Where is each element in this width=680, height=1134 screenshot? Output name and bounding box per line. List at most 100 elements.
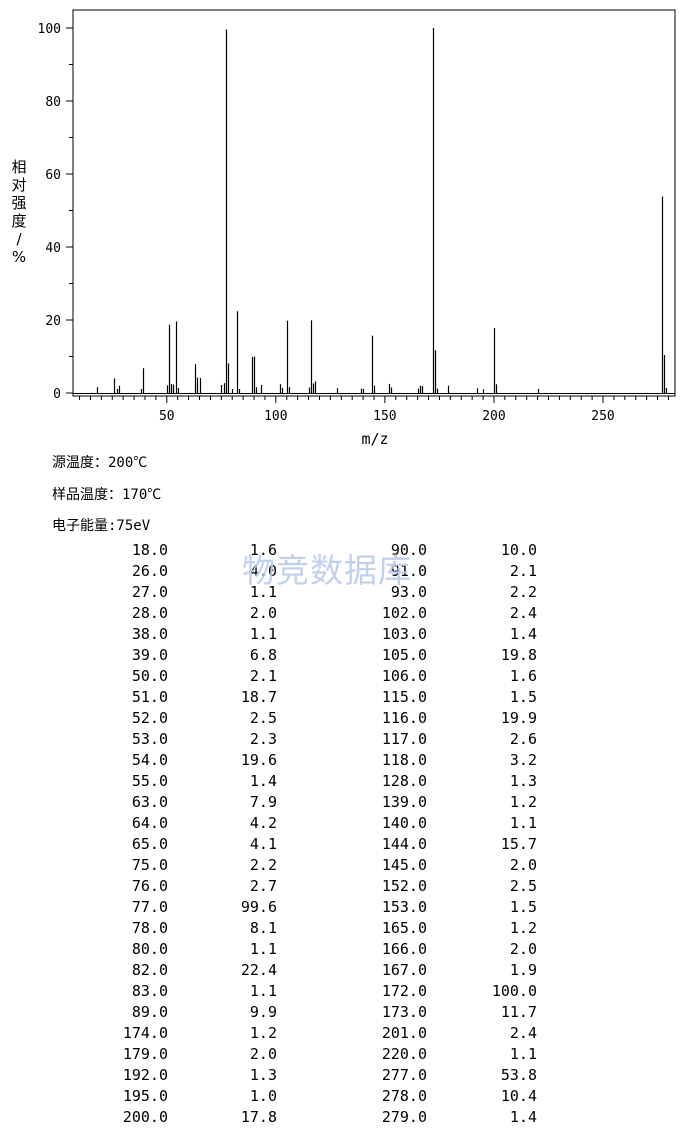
mz-cell: 220.0 [381, 1045, 427, 1063]
table-row: 65.0 4.1 144.0 15.7 [0, 835, 680, 856]
mz-cell: 64.0 [131, 814, 168, 832]
intensity-cell: 2.2 [249, 856, 277, 874]
intensity-cell: 1.1 [509, 1045, 537, 1063]
mz-cell: 165.0 [381, 919, 427, 937]
intensity-cell: 100.0 [491, 982, 537, 1000]
mz-cell: 78.0 [131, 919, 168, 937]
intensity-cell: 1.2 [509, 793, 537, 811]
table-row: 50.0 2.1 106.0 1.6 [0, 667, 680, 688]
mz-cell: 139.0 [381, 793, 427, 811]
tick-labels: 50 100 150 200 250 0 20 40 60 80 100 [38, 22, 615, 424]
intensity-cell: 2.2 [509, 583, 537, 601]
intensity-cell: 1.2 [249, 1024, 277, 1042]
mz-cell: 75.0 [131, 856, 168, 874]
mz-cell: 179.0 [122, 1045, 168, 1063]
mz-cell: 173.0 [381, 1003, 427, 1021]
peak-bars [73, 28, 675, 394]
mz-cell: 195.0 [122, 1087, 168, 1105]
table-row: 89.0 9.9 173.0 11.7 [0, 1003, 680, 1024]
mz-cell: 140.0 [381, 814, 427, 832]
mz-cell: 80.0 [131, 940, 168, 958]
table-row: 63.0 7.9 139.0 1.2 [0, 793, 680, 814]
table-row: 52.0 2.5 116.0 19.9 [0, 709, 680, 730]
x-tick-label: 50 [159, 409, 175, 424]
watermark: 物竞数据库 [242, 551, 412, 590]
mz-cell: 201.0 [381, 1024, 427, 1042]
intensity-cell: 1.1 [249, 583, 277, 601]
intensity-cell: 4.1 [249, 835, 277, 853]
table-row: 82.0 22.4 167.0 1.9 [0, 961, 680, 982]
table-row: 77.0 99.6 153.0 1.5 [0, 898, 680, 919]
mz-cell: 82.0 [131, 961, 168, 979]
sample-temperature: 样品温度：170℃ [52, 487, 162, 503]
y-axis-label-char: % [11, 248, 27, 266]
mz-cell: 93.0 [390, 583, 427, 601]
mz-cell: 65.0 [131, 835, 168, 853]
mz-cell: 77.0 [131, 898, 168, 916]
intensity-cell: 1.3 [509, 772, 537, 790]
intensity-cell: 2.1 [509, 562, 537, 580]
y-tick-label: 40 [45, 241, 61, 256]
table-row: 200.0 17.8 279.0 1.4 [0, 1108, 680, 1129]
y-tick-label: 0 [53, 387, 61, 402]
intensity-cell: 18.7 [240, 688, 277, 706]
table-row: 55.0 1.4 128.0 1.3 [0, 772, 680, 793]
mz-cell: 200.0 [122, 1108, 168, 1126]
mz-cell: 278.0 [381, 1087, 427, 1105]
intensity-cell: 53.8 [500, 1066, 537, 1084]
intensity-cell: 4.2 [249, 814, 277, 832]
y-tick-label: 20 [45, 314, 61, 329]
mz-cell: 145.0 [381, 856, 427, 874]
mz-cell: 116.0 [381, 709, 427, 727]
mz-cell: 103.0 [381, 625, 427, 643]
intensity-cell: 17.8 [240, 1108, 277, 1126]
intensity-cell: 1.1 [509, 814, 537, 832]
table-row: 18.0 1.6 90.0 10.0 [0, 541, 680, 562]
intensity-cell: 2.4 [509, 1024, 537, 1042]
mz-cell: 76.0 [131, 877, 168, 895]
intensity-cell: 1.4 [509, 1108, 537, 1126]
intensity-cell: 2.6 [509, 730, 537, 748]
source-temperature: 源温度：200℃ [52, 455, 148, 471]
mz-cell: 50.0 [131, 667, 168, 685]
intensity-cell: 19.6 [240, 751, 277, 769]
intensity-cell: 2.0 [509, 856, 537, 874]
intensity-cell: 7.9 [249, 793, 277, 811]
intensity-cell: 1.1 [249, 940, 277, 958]
intensity-cell: 19.8 [500, 646, 537, 664]
intensity-cell: 1.2 [509, 919, 537, 937]
table-row: 75.0 2.2 145.0 2.0 [0, 856, 680, 877]
table-row: 179.0 2.0 220.0 1.1 [0, 1045, 680, 1066]
intensity-cell: 2.0 [249, 604, 277, 622]
mz-cell: 28.0 [131, 604, 168, 622]
intensity-cell: 99.6 [240, 898, 277, 916]
mz-cell: 90.0 [390, 541, 427, 559]
mz-cell: 54.0 [131, 751, 168, 769]
intensity-cell: 10.4 [500, 1087, 537, 1105]
intensity-cell: 1.4 [249, 772, 277, 790]
mz-cell: 153.0 [381, 898, 427, 916]
intensity-cell: 1.3 [249, 1066, 277, 1084]
table-row: 27.0 1.1 93.0 2.2 [0, 583, 680, 604]
mz-cell: 192.0 [122, 1066, 168, 1084]
intensity-cell: 2.7 [249, 877, 277, 895]
intensity-cell: 22.4 [240, 961, 277, 979]
intensity-cell: 1.5 [509, 688, 537, 706]
mz-cell: 128.0 [381, 772, 427, 790]
intensity-cell: 15.7 [500, 835, 537, 853]
intensity-cell: 1.9 [509, 961, 537, 979]
mz-cell: 55.0 [131, 772, 168, 790]
mz-cell: 144.0 [381, 835, 427, 853]
intensity-cell: 2.0 [249, 1045, 277, 1063]
mz-cell: 105.0 [381, 646, 427, 664]
table-row: 51.0 18.7 115.0 1.5 [0, 688, 680, 709]
table-row: 192.0 1.3 277.0 53.8 [0, 1066, 680, 1087]
table-row: 80.0 1.1 166.0 2.0 [0, 940, 680, 961]
mz-cell: 174.0 [122, 1024, 168, 1042]
mz-cell: 91.0 [390, 562, 427, 580]
x-tick-label: 150 [373, 409, 396, 424]
intensity-cell: 2.5 [249, 709, 277, 727]
mz-cell: 27.0 [131, 583, 168, 601]
mz-cell: 52.0 [131, 709, 168, 727]
mz-cell: 51.0 [131, 688, 168, 706]
